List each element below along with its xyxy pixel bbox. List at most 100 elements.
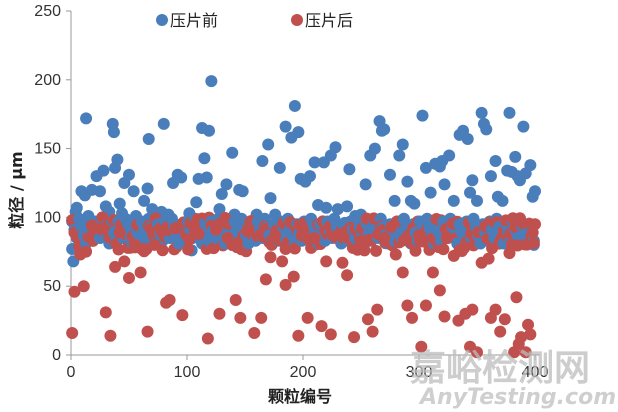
- data-point: [406, 311, 419, 324]
- data-point: [401, 299, 414, 312]
- watermark-cn: 嘉峪检测网: [410, 348, 590, 389]
- y-tick-labels: 0 50 100 150 200 250: [34, 3, 71, 364]
- data-point: [396, 266, 409, 279]
- data-point: [424, 186, 437, 199]
- data-point: [157, 117, 170, 130]
- data-point: [113, 197, 126, 210]
- data-point: [368, 142, 381, 155]
- data-point: [80, 112, 93, 125]
- data-point: [466, 174, 479, 187]
- data-point: [215, 188, 228, 201]
- data-point: [529, 185, 541, 198]
- data-point: [155, 225, 168, 238]
- data-point: [438, 178, 451, 191]
- data-point: [308, 232, 321, 245]
- data-point: [213, 307, 226, 320]
- x-tick-label: 300: [406, 364, 433, 381]
- data-point: [378, 123, 391, 136]
- data-point: [256, 154, 269, 167]
- data-point: [226, 146, 239, 159]
- data-point: [409, 244, 422, 257]
- data-point: [269, 229, 282, 242]
- data-point: [292, 329, 305, 342]
- data-point: [510, 291, 523, 304]
- data-point: [515, 331, 528, 344]
- y-tick-label: 50: [43, 278, 61, 295]
- data-point: [440, 232, 453, 245]
- data-point: [85, 219, 98, 232]
- data-point: [94, 185, 106, 198]
- data-point: [138, 194, 151, 207]
- data-point: [308, 156, 321, 169]
- x-tick-label: 100: [174, 364, 201, 381]
- data-point: [220, 178, 233, 191]
- data-point: [301, 311, 314, 324]
- legend-label-after: 压片后: [305, 11, 353, 30]
- data-point: [361, 313, 374, 326]
- data-point: [123, 168, 135, 181]
- data-point: [480, 123, 493, 136]
- data-point: [303, 170, 316, 183]
- data-point: [416, 109, 429, 122]
- data-point: [203, 124, 216, 137]
- data-point: [341, 200, 354, 213]
- data-point: [292, 126, 305, 139]
- data-point: [437, 243, 450, 256]
- data-point: [315, 320, 328, 333]
- data-point: [482, 252, 495, 265]
- data-point: [366, 325, 379, 338]
- data-point: [419, 161, 432, 174]
- data-point: [236, 185, 249, 198]
- data-point: [142, 132, 155, 145]
- data-point: [320, 255, 333, 268]
- data-point: [288, 99, 301, 112]
- data-point: [97, 164, 110, 177]
- data-point: [190, 196, 203, 209]
- data-point: [97, 222, 110, 235]
- data-point: [503, 106, 516, 119]
- data-point: [519, 346, 532, 359]
- data-point: [255, 311, 268, 324]
- data-point: [163, 293, 176, 306]
- data-point: [433, 284, 446, 297]
- legend-label-before: 压片前: [170, 11, 218, 30]
- data-point: [264, 192, 277, 205]
- data-point: [524, 159, 537, 172]
- data-point: [229, 293, 242, 306]
- data-point: [279, 120, 292, 133]
- data-point: [182, 243, 195, 256]
- data-point: [517, 120, 530, 133]
- data-point: [464, 186, 477, 199]
- data-point: [213, 203, 226, 216]
- data-point: [68, 285, 81, 298]
- data-point: [388, 194, 401, 207]
- data-point: [134, 266, 147, 279]
- x-axis-title: 颗粒编号: [268, 387, 332, 406]
- data-point: [183, 233, 196, 246]
- data-point: [241, 225, 254, 238]
- x-tick-label: 400: [522, 364, 549, 381]
- data-point: [141, 182, 154, 195]
- data-point: [287, 270, 300, 283]
- data-point: [415, 340, 428, 353]
- data-point: [175, 171, 188, 184]
- data-point: [99, 306, 112, 319]
- data-point: [259, 273, 272, 286]
- data-point: [324, 328, 337, 341]
- data-point: [192, 227, 205, 240]
- data-point: [408, 197, 421, 210]
- y-tick-label: 200: [34, 72, 61, 89]
- y-tick-label: 100: [34, 209, 61, 226]
- data-point: [509, 150, 522, 163]
- data-point: [148, 238, 161, 251]
- data-point: [113, 226, 126, 239]
- data-point: [355, 234, 367, 247]
- x-tick-labels: 0 100 200 300 400: [67, 355, 549, 381]
- data-point: [522, 318, 535, 331]
- data-point: [447, 249, 460, 262]
- data-point: [210, 223, 222, 236]
- data-point: [205, 75, 218, 88]
- data-point: [74, 248, 87, 261]
- data-point: [234, 311, 247, 324]
